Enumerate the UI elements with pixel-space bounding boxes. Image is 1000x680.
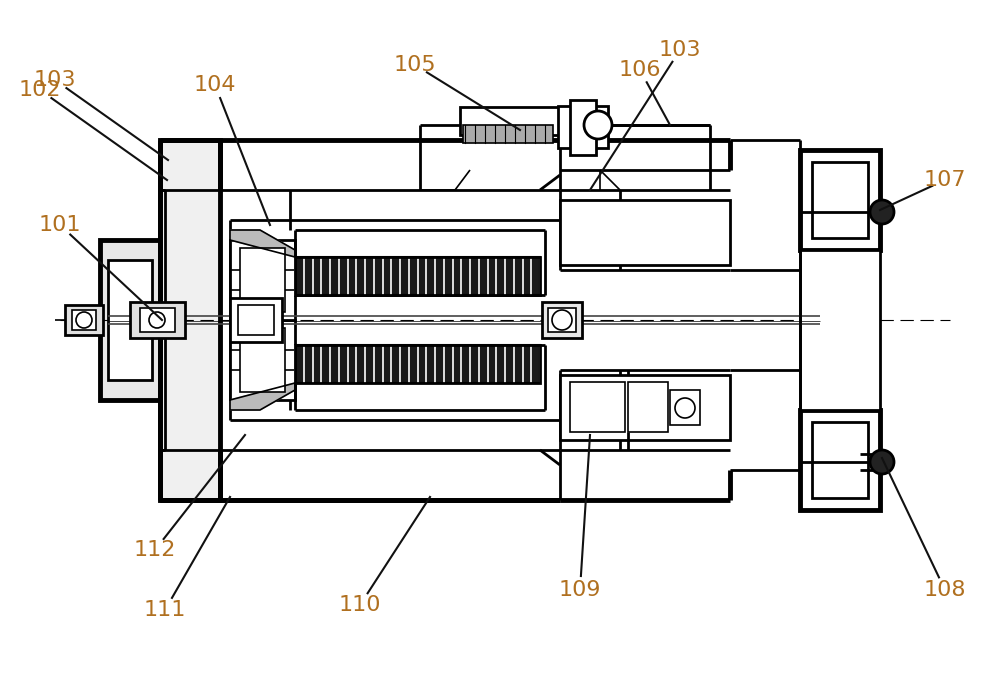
Bar [800,250,880,410]
Text: 106: 106 [619,60,661,80]
Bar [558,106,608,148]
Bar [72,310,96,330]
Polygon shape [230,383,295,410]
Bar [812,162,868,238]
Circle shape [76,312,92,328]
Bar [463,125,553,143]
Bar [295,257,540,295]
Bar [240,248,285,312]
Text: 105: 105 [394,55,436,75]
Text: 107: 107 [924,170,966,190]
Bar [570,100,596,155]
Bar [560,375,730,440]
Bar [800,150,880,250]
Bar [670,390,700,425]
Bar [460,107,560,135]
Bar [560,200,730,265]
Bar [140,308,175,332]
Bar [240,328,285,392]
Bar [108,260,152,380]
Circle shape [552,310,572,330]
Circle shape [675,398,695,418]
Bar [628,382,668,432]
Bar [295,257,540,295]
Circle shape [149,312,165,328]
Circle shape [870,200,894,224]
Bar [295,345,540,383]
Bar [570,382,625,432]
Bar [230,320,295,400]
Bar [160,140,220,500]
Bar [542,302,582,338]
Text: 101: 101 [39,215,81,235]
Text: 103: 103 [659,40,701,60]
Circle shape [584,111,612,139]
Bar [65,305,103,335]
Bar [230,298,282,342]
Text: 109: 109 [559,580,601,600]
Polygon shape [230,230,295,257]
Text: 108: 108 [924,580,966,600]
Bar [238,305,274,335]
Bar [295,345,540,383]
Text: 104: 104 [194,75,236,95]
Text: 102: 102 [19,80,61,100]
Bar [100,240,160,400]
Text: 103: 103 [34,70,76,90]
Text: 111: 111 [144,600,186,620]
Bar [548,308,576,332]
Circle shape [870,450,894,474]
Bar [230,240,295,320]
Bar [812,422,868,498]
Bar [130,302,185,338]
Bar [800,410,880,510]
Text: 112: 112 [134,540,176,560]
Text: 110: 110 [339,595,381,615]
